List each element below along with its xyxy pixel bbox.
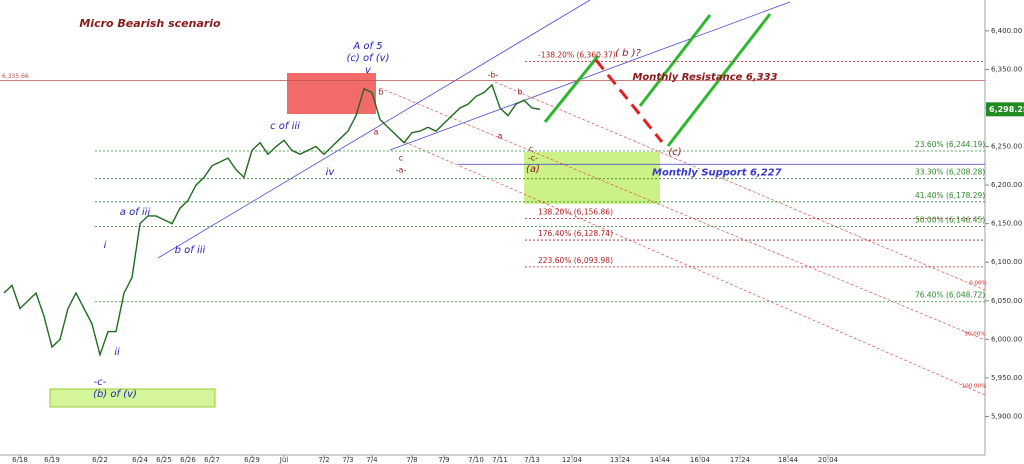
fib-label: 76.40% (6,048.72)	[915, 291, 985, 300]
wave-label: -c-	[94, 377, 107, 388]
wave-label: -b-	[488, 71, 499, 80]
x-tick-label: 7/10	[468, 456, 484, 464]
fib-label: 23.60% (6,244.19)	[915, 140, 985, 149]
y-tick-label: 5,900.00	[991, 412, 1022, 420]
y-tick-label: 6,350.00	[991, 65, 1022, 73]
y-tick-label: 6,100.00	[991, 258, 1022, 266]
projection-up	[543, 55, 600, 123]
channel-line	[494, 81, 986, 291]
x-tick-label: 18:44	[778, 456, 799, 464]
wave-label: c	[529, 145, 533, 154]
projection-down	[594, 59, 664, 143]
x-tick-label: 6/29	[244, 456, 260, 464]
price-line	[3, 83, 541, 358]
wave-label: 100.00%	[962, 384, 986, 390]
x-tick-label: 7/3	[342, 456, 353, 464]
wave-label: -c-	[528, 154, 538, 163]
level-label: Monthly Support 6,227	[652, 167, 782, 178]
price-tag-label: 6,298.25	[989, 105, 1024, 114]
wave-label: 50.00%	[965, 332, 986, 338]
wave-label: b	[517, 88, 522, 97]
y-tick-label: 6,150.00	[991, 220, 1022, 228]
wave-label: v	[365, 65, 372, 76]
x-tick-label: 6/22	[92, 456, 108, 464]
wave-label: a of iii	[120, 207, 151, 218]
chart-title: Micro Bearish scenario	[79, 17, 221, 30]
y-tick-label: 6,400.00	[991, 27, 1022, 35]
x-tick-label: 6/19	[44, 456, 60, 464]
x-tick-label: 13:24	[610, 456, 631, 464]
x-tick-label: 6/26	[180, 456, 196, 464]
trend-line	[157, 0, 591, 259]
fib-label: 41.40% (6,178.29)	[915, 191, 985, 200]
trend-line	[389, 1, 791, 151]
fib-label: 33.30% (6,208.28)	[915, 168, 985, 177]
wave-label: ( b )?	[615, 48, 642, 59]
x-tick-label: 6/18	[12, 456, 28, 464]
wave-label: -a-	[396, 166, 407, 175]
x-tick-label: Jul	[279, 456, 289, 464]
resistance-box	[287, 73, 376, 114]
y-tick-label: 6,050.00	[991, 297, 1022, 305]
x-tick-label: 20:04	[818, 456, 839, 464]
wave-label: c	[399, 154, 403, 163]
wave-label: a	[374, 128, 379, 137]
support-box	[524, 152, 660, 204]
x-tick-label: 14:44	[650, 456, 671, 464]
wave-label: b	[378, 88, 383, 97]
x-tick-label: 16:04	[690, 456, 711, 464]
x-tick-label: 7/11	[492, 456, 508, 464]
projection-up	[638, 14, 712, 107]
projection-up	[666, 13, 772, 147]
wave-label: (b) of (v)	[93, 389, 137, 400]
wave-label: a	[498, 132, 503, 141]
wave-label: ii	[114, 347, 120, 358]
wave-label: 0.00%	[969, 281, 986, 287]
y-tick-label: 5,950.00	[991, 374, 1022, 382]
wave-label: (c) of (v)	[346, 53, 389, 64]
x-tick-label: 7/2	[318, 456, 329, 464]
fib-label: 176.40% (6,128.74)	[538, 229, 613, 238]
x-tick-label: 6/25	[156, 456, 172, 464]
y-tick-label: 6,000.00	[991, 335, 1022, 343]
wave-label: Monthly Resistance 6,333	[632, 72, 777, 83]
wave-label: i	[104, 240, 107, 251]
x-tick-label: 7/13	[524, 456, 540, 464]
x-tick-label: 6/24	[132, 456, 148, 464]
y-tick-label: 6,200.00	[991, 181, 1022, 189]
fib-label: 50.00% (6,146.45)	[915, 215, 985, 224]
wave-label: (a)	[526, 164, 540, 175]
x-tick-label: 17:24	[730, 456, 751, 464]
x-tick-label: 12:04	[562, 456, 583, 464]
level-label: 6,335.66	[2, 73, 29, 80]
fib-label: -138.20% (6,360.37)	[538, 50, 616, 59]
fib-label: 223.60% (6,093.98)	[538, 256, 613, 265]
channel-line	[379, 87, 986, 341]
fib-label: 138.20% (6,156.86)	[538, 207, 613, 216]
wave-label: A of 5	[352, 41, 382, 52]
x-tick-label: 7/4	[366, 456, 378, 464]
wave-label: iv	[326, 167, 336, 178]
wave-label: (c)	[668, 147, 681, 158]
wave-label: c of iii	[270, 121, 300, 132]
target-box	[49, 388, 216, 408]
y-tick-label: 6,250.00	[991, 143, 1022, 151]
channel-line	[399, 139, 986, 396]
price-tag	[986, 102, 1024, 117]
x-tick-label: 7/9	[438, 456, 449, 464]
x-tick-label: 6/27	[204, 456, 220, 464]
wave-label: b of iii	[175, 245, 206, 256]
x-tick-label: 7/8	[406, 456, 417, 464]
